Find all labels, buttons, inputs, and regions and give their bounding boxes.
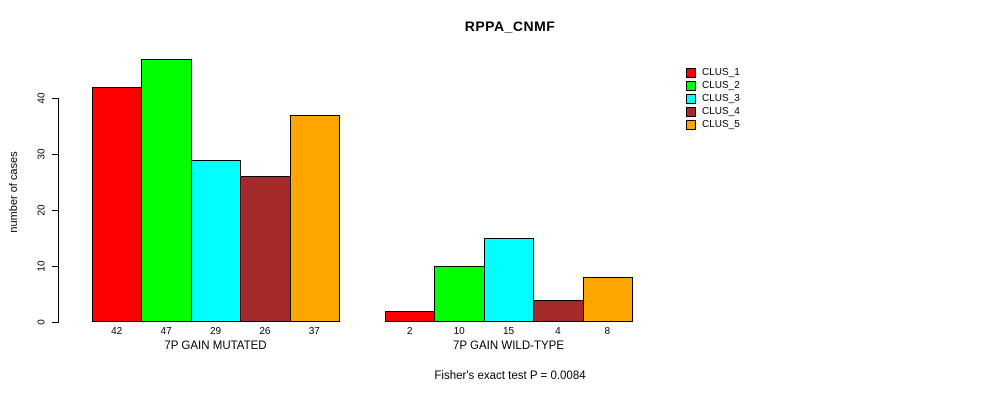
y-axis-tick-label: 10: [36, 260, 48, 272]
y-axis-tick: [52, 322, 58, 323]
bar-value-label: 4: [555, 326, 561, 337]
bar-clus_5-group1: [289, 114, 340, 322]
bar-clus_1-group2: [385, 310, 436, 322]
bar-clus_3-group2: [483, 238, 535, 322]
legend-label: CLUS_3: [702, 93, 740, 104]
y-axis-tick-label: 30: [36, 148, 48, 160]
bar-value-label: 8: [604, 326, 611, 337]
group-label: 7P GAIN MUTATED: [164, 340, 267, 352]
y-axis-tick-label: 0: [36, 319, 48, 325]
legend-swatch-clus_2: [686, 80, 696, 91]
bar-clus_2-group1: [141, 58, 192, 322]
legend-item-clus_4: CLUS_4: [686, 105, 740, 118]
bar-value-label: 26: [259, 326, 271, 337]
bar-clus_1-group1: [92, 86, 143, 322]
bar-value-label: 29: [209, 326, 222, 337]
annotation-text: Fisher's exact test P = 0.0084: [434, 370, 586, 382]
bar-value-label: 47: [160, 326, 172, 337]
legend-swatch-clus_3: [686, 93, 696, 104]
legend-item-clus_3: CLUS_3: [686, 92, 740, 105]
y-axis-line: [58, 98, 59, 323]
group-label: 7P GAIN WILD-TYPE: [453, 340, 564, 352]
legend-item-clus_1: CLUS_1: [686, 66, 740, 79]
legend-label: CLUS_1: [702, 67, 740, 78]
legend-label: CLUS_4: [702, 106, 740, 117]
bar-value-label: 37: [308, 326, 320, 337]
bar-clus_5-group2: [582, 277, 633, 322]
legend-swatch-clus_1: [686, 67, 696, 78]
legend: CLUS_1 CLUS_2 CLUS_3 CLUS_4 CLUS_5: [686, 66, 740, 131]
y-axis-tick: [52, 98, 58, 99]
legend-item-clus_2: CLUS_2: [686, 79, 740, 92]
legend-item-clus_5: CLUS_5: [686, 118, 740, 131]
bar-value-label: 15: [502, 326, 515, 337]
y-axis-tick: [52, 154, 58, 155]
legend-label: CLUS_5: [702, 119, 740, 130]
bar-value-label: 10: [453, 326, 465, 337]
y-axis-tick: [52, 210, 58, 211]
bar-clus_3-group1: [190, 159, 242, 322]
bar-clus_4-group1: [240, 176, 291, 322]
legend-swatch-clus_4: [686, 106, 696, 117]
legend-label: CLUS_2: [702, 80, 740, 91]
bar-clus_4-group2: [533, 299, 584, 322]
y-axis-tick-label: 20: [36, 204, 48, 216]
bar-value-label: 2: [406, 326, 413, 337]
y-axis-tick: [52, 266, 58, 267]
y-axis-tick-label: 40: [36, 92, 48, 104]
chart-title: RPPA_CNMF: [464, 18, 556, 34]
bar-value-label: 42: [111, 326, 123, 337]
bar-clus_2-group2: [434, 266, 485, 322]
legend-swatch-clus_5: [686, 119, 696, 130]
